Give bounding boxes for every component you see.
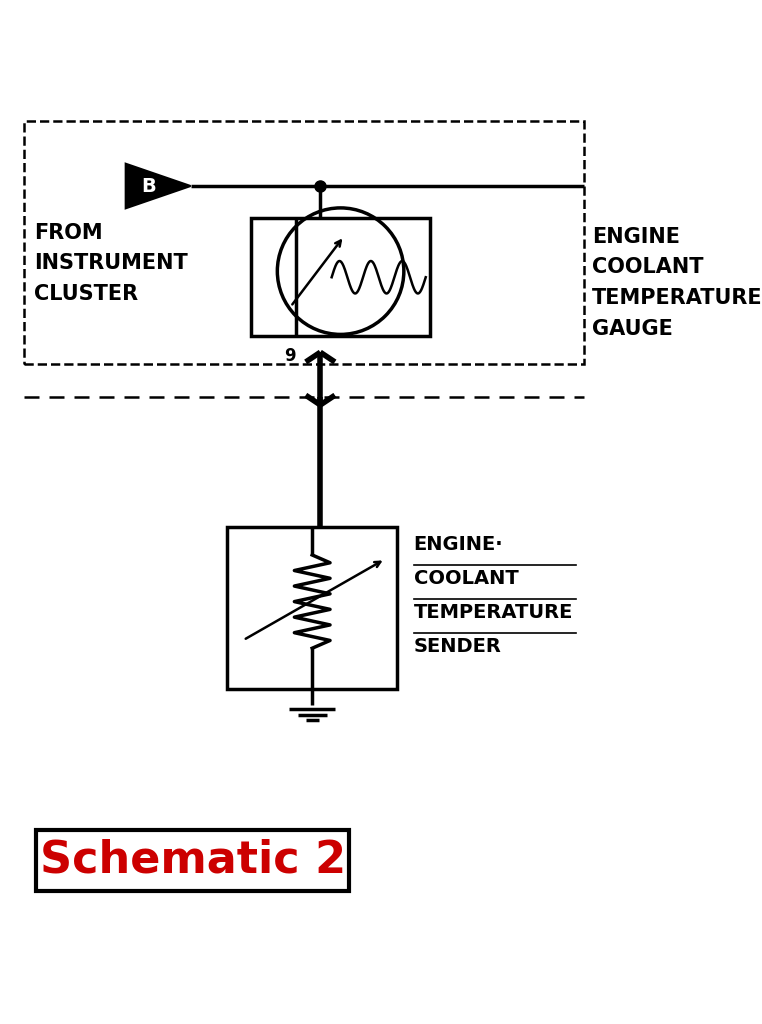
Text: INSTRUMENT: INSTRUMENT	[34, 253, 187, 273]
Polygon shape	[126, 164, 190, 208]
Text: SENDER: SENDER	[414, 637, 501, 656]
Text: TEMPERATURE: TEMPERATURE	[592, 288, 762, 308]
Text: TEMPERATURE: TEMPERATURE	[414, 603, 573, 622]
Text: COOLANT: COOLANT	[414, 568, 518, 588]
Text: CLUSTER: CLUSTER	[34, 284, 138, 304]
Text: GAUGE: GAUGE	[592, 319, 673, 339]
Text: B: B	[141, 176, 155, 196]
Text: ENGINE: ENGINE	[592, 226, 680, 247]
Text: 9: 9	[284, 347, 296, 366]
Bar	[227, 526, 397, 689]
Bar	[37, 829, 349, 891]
Text: ENGINE·: ENGINE·	[414, 535, 503, 554]
Text: Schematic 2: Schematic 2	[40, 839, 346, 882]
Text: FROM: FROM	[34, 222, 103, 243]
Text: COOLANT: COOLANT	[592, 257, 703, 278]
Bar	[251, 218, 430, 336]
